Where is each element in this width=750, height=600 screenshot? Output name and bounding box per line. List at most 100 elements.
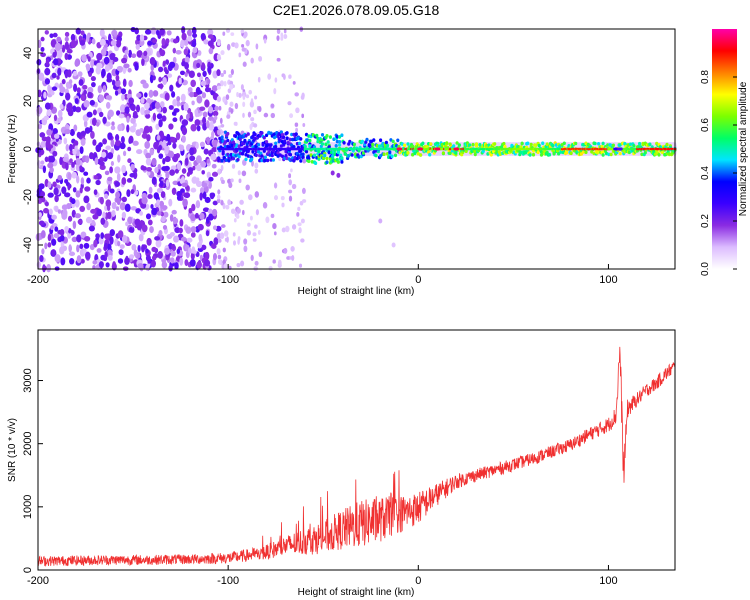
heatmap-cell (464, 149, 468, 153)
heatmap-cell (278, 156, 282, 162)
heatmap-cell (41, 196, 46, 203)
heatmap-cell (145, 113, 151, 119)
heatmap-cell (493, 142, 497, 146)
heatmap-cell (196, 89, 203, 95)
heatmap-cell (217, 189, 221, 195)
heatmap-cell (190, 187, 197, 193)
heatmap-cell (135, 104, 141, 113)
heatmap-cell (146, 166, 153, 172)
heatmap-cell (72, 220, 77, 230)
heatmap-cell (91, 38, 96, 45)
heatmap-cell (473, 152, 477, 157)
heatmap-cell (291, 183, 297, 190)
heatmap-cell (45, 139, 51, 149)
heatmap-cell (195, 141, 199, 150)
heatmap-cell (82, 84, 88, 90)
heatmap-cell (316, 136, 320, 141)
heatmap-cell (121, 93, 125, 101)
heatmap-cell (69, 128, 75, 137)
heatmap-cell (69, 158, 73, 164)
heatmap-cell (184, 56, 190, 64)
heatmap-cell (85, 216, 93, 224)
heatmap-cell (250, 254, 254, 262)
heatmap-cell (565, 150, 569, 155)
heatmap-cell (41, 248, 45, 255)
heatmap-cell (236, 92, 239, 98)
heatmap-cell (72, 70, 78, 77)
heatmap-cell (147, 257, 151, 264)
heatmap-cell (276, 57, 281, 62)
heatmap-cell (105, 95, 112, 100)
heatmap-cell (428, 152, 432, 157)
heatmap-cell (325, 134, 329, 138)
heatmap-cell (130, 189, 135, 195)
heatmap-cell (124, 203, 131, 212)
heatmap-cell (191, 176, 198, 184)
heatmap-cell (98, 142, 103, 148)
heatmap-cell (59, 86, 66, 94)
heatmap-cell (288, 152, 293, 157)
spectrogram-y-tick-label: 0 (22, 146, 34, 152)
heatmap-cell (247, 222, 251, 227)
heatmap-cell (159, 28, 165, 36)
heatmap-cell (323, 153, 327, 158)
heatmap-cell (232, 240, 237, 246)
heatmap-cell (107, 109, 114, 118)
heatmap-cell (249, 215, 253, 221)
heatmap-cell (191, 40, 197, 48)
heatmap-cell (251, 160, 254, 167)
heatmap-cell (83, 242, 90, 249)
heatmap-cell (292, 80, 296, 85)
heatmap-cell (161, 38, 166, 46)
heatmap-cell (59, 246, 65, 255)
heatmap-cell (118, 113, 125, 119)
heatmap-cell (236, 157, 240, 162)
heatmap-cell (243, 138, 247, 143)
heatmap-cell (67, 109, 74, 117)
heatmap-cell (218, 105, 222, 111)
heatmap-cell (79, 146, 84, 154)
heatmap-cell (315, 133, 319, 138)
heatmap-cell (150, 27, 157, 35)
heatmap-cell (151, 157, 157, 166)
heatmap-cell (288, 74, 292, 79)
heatmap-cell (56, 36, 62, 43)
heatmap-cell (212, 225, 218, 231)
heatmap-cell (283, 33, 288, 40)
heatmap-cell (95, 233, 100, 239)
heatmap-cell (574, 141, 578, 146)
heatmap-cell (181, 32, 187, 41)
heatmap-cell (127, 158, 132, 164)
heatmap-cell (457, 143, 461, 147)
heatmap-cell (183, 38, 189, 46)
heatmap-cell (179, 70, 186, 76)
heatmap-cell (296, 211, 300, 217)
heatmap-cell (120, 136, 125, 144)
heatmap-cell (83, 171, 89, 176)
heatmap-cell (128, 97, 135, 105)
heatmap-cell (71, 236, 78, 243)
heatmap-cell (285, 131, 289, 135)
heatmap-cell (176, 190, 183, 197)
heatmap-cell (64, 128, 71, 135)
heatmap-cell (149, 148, 155, 156)
heatmap-cell (143, 50, 148, 57)
heatmap-cell (251, 150, 255, 154)
heatmap-cell (168, 264, 173, 272)
heatmap-cell (268, 265, 273, 271)
heatmap-cell (148, 186, 153, 194)
heatmap-cell (46, 108, 52, 117)
heatmap-cell (284, 153, 288, 158)
heatmap-cell (396, 138, 400, 143)
heatmap-cell (91, 117, 97, 126)
heatmap-cell (105, 101, 111, 109)
heatmap-cell (158, 144, 162, 151)
heatmap-cell (140, 106, 145, 116)
heatmap-cell (130, 206, 137, 211)
heatmap-cell (301, 92, 305, 99)
heatmap-cell (50, 90, 55, 96)
heatmap-cell (74, 145, 78, 152)
heatmap-cell (335, 135, 339, 139)
heatmap-cell (128, 226, 134, 233)
heatmap-cell (150, 259, 156, 268)
